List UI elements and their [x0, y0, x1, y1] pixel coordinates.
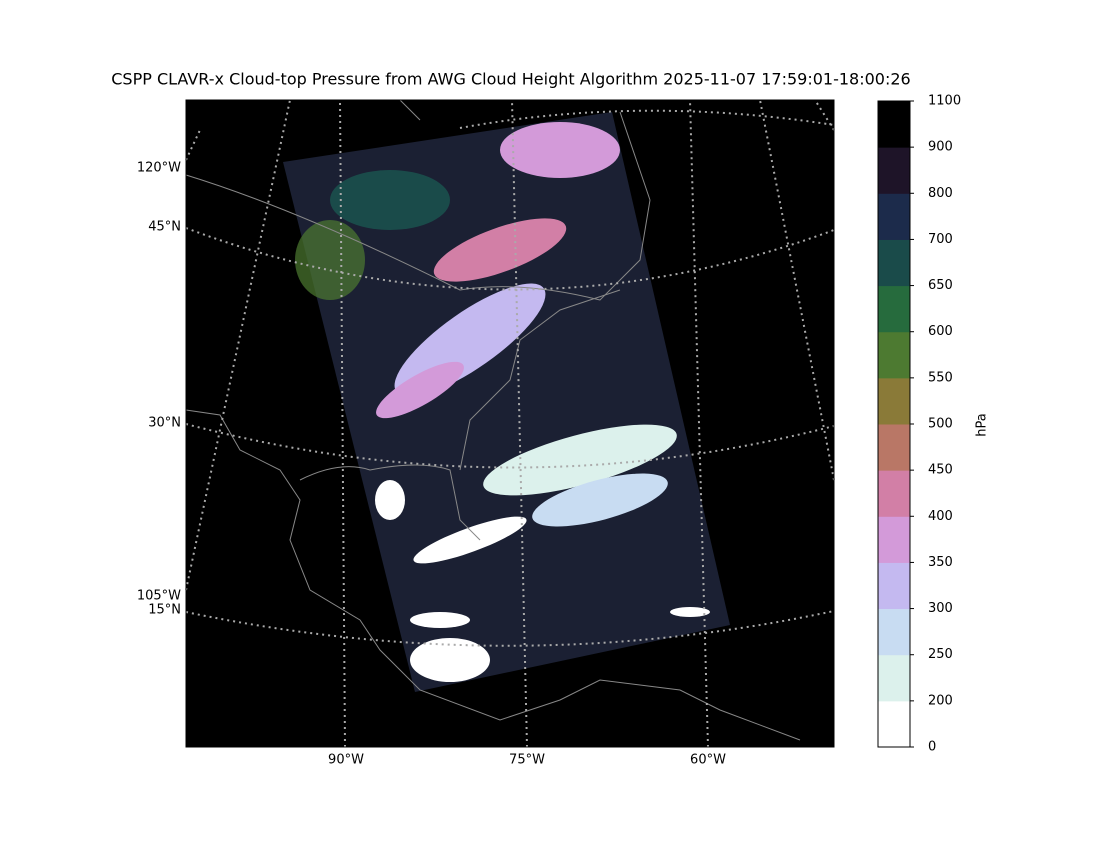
colorbar: 0 200 250 300 350 400 450 500 550 600 650 700 800 900…: [877, 94, 961, 755]
clouds: [295, 122, 710, 682]
tick-label: 0: [928, 740, 936, 755]
colorbar-band: [878, 516, 910, 563]
axis-labels: 120°W 45°N 30°N 105°W 15°N 90°W 75°W 60°…: [137, 161, 990, 768]
tick-label: 800: [928, 186, 953, 201]
colorbar-band: [878, 700, 910, 748]
colorbar-band: [878, 331, 910, 379]
map: [185, 99, 835, 748]
lat-label: 45°N: [148, 220, 181, 235]
map-frame: [185, 99, 835, 748]
tick-label: 350: [928, 555, 953, 570]
colorbar-band: [878, 562, 910, 610]
colorbar-band: [878, 239, 910, 287]
tick-label: 900: [928, 140, 953, 155]
lon-label: 90°W: [328, 753, 364, 768]
tick-label: 300: [928, 601, 953, 616]
tick-label: 600: [928, 324, 953, 339]
colorbar-band: [878, 470, 910, 517]
lon-label: 120°W: [137, 161, 181, 176]
tick-label: 200: [928, 693, 953, 708]
lon-label: 60°W: [690, 753, 726, 768]
colorbar-label: hPa: [975, 413, 990, 436]
colorbar-band: [878, 424, 910, 471]
tick-label: 450: [928, 463, 953, 478]
lat-label: 30°N: [148, 416, 181, 431]
graticule: [185, 99, 835, 748]
swath: [283, 112, 730, 692]
coastlines: [185, 99, 801, 741]
lon-label: 105°W: [137, 589, 181, 604]
tick-label: 500: [928, 417, 953, 432]
title: CSPP CLAVR-x Cloud-top Pressure from AWG…: [111, 70, 910, 89]
tick-label: 250: [928, 647, 953, 662]
tick-label: 700: [928, 232, 953, 247]
lat-label: 15°N: [148, 603, 181, 618]
colorbar-band: [878, 147, 910, 194]
colorbar-band: [878, 193, 910, 240]
colorbar-band: [878, 608, 910, 656]
tick-label: 650: [928, 278, 953, 293]
tick-label: 400: [928, 509, 953, 524]
tick-label: 550: [928, 370, 953, 385]
colorbar-band: [878, 654, 910, 702]
tick-label: 1100: [928, 94, 961, 109]
colorbar-band: [878, 285, 910, 333]
colorbar-band: [878, 377, 910, 425]
lon-label: 75°W: [509, 753, 545, 768]
colorbar-band: [878, 101, 910, 148]
